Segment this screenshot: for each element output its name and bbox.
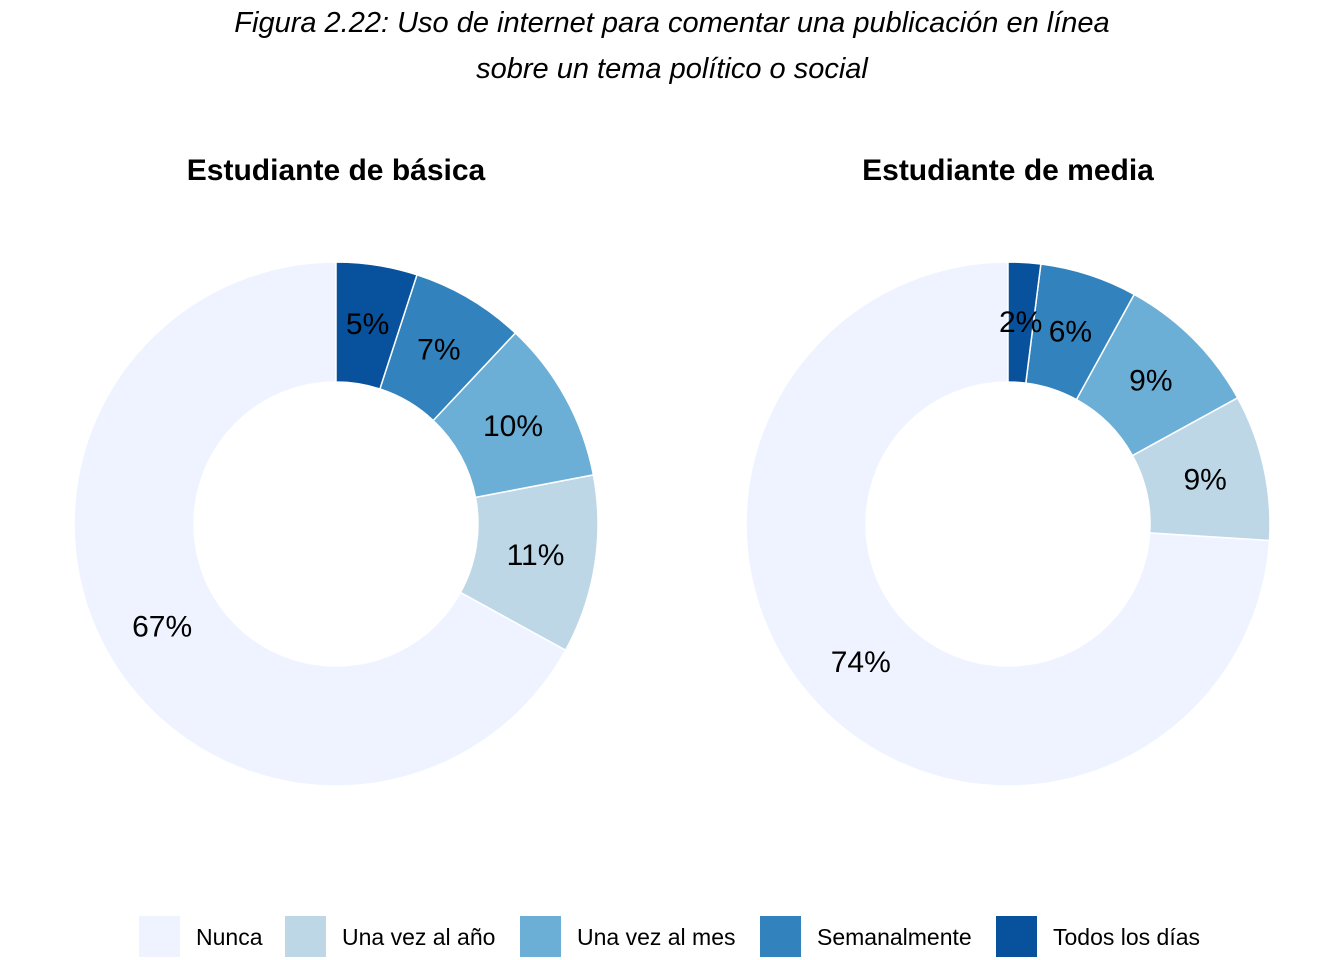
donut-chart-media: 74% 9% 9% 6%2% — [745, 261, 1271, 787]
data-label-basica-todos-los-dias: 5% — [346, 308, 389, 341]
data-label-basica-una-vez-al-ano: 11% — [507, 539, 565, 572]
figure-title-line-2: sobre un tema político o social — [476, 53, 868, 85]
legend-label-semanalmente: Semanalmente — [817, 924, 972, 950]
data-label-media-todos-los-dias: 2% — [999, 306, 1042, 339]
legend-swatch-todos-los-dias — [996, 916, 1037, 957]
slice-media-nunca — [745, 261, 1271, 787]
donut-chart-basica: 67% 11% 10% 7% 5% — [73, 261, 599, 787]
slice-basica-nunca — [73, 261, 567, 787]
legend-swatch-una-vez-al-ano — [285, 916, 326, 957]
slice-media-todos-los-dias — [1007, 261, 1042, 384]
data-label-basica-una-vez-al-mes: 10% — [483, 410, 543, 443]
legend: Nunca Una vez al año Una vez al mes Sema… — [0, 916, 1344, 958]
data-label-media-semanalmente: 6% — [1049, 315, 1092, 348]
legend-swatch-semanalmente — [760, 916, 801, 957]
figure-title: Figura 2.22: Uso de internet para coment… — [0, 0, 1344, 92]
figure-title-line-1: Figura 2.22: Uso de internet para coment… — [234, 7, 1110, 39]
data-label-media-nunca: 74% — [831, 646, 891, 679]
data-label-basica-nunca: 67% — [132, 610, 192, 643]
chart-title-media: Estudiante de media — [862, 154, 1154, 187]
legend-label-todos-los-dias: Todos los días — [1053, 924, 1201, 950]
data-label-media-una-vez-al-ano: 9% — [1183, 463, 1226, 496]
chart-title-basica: Estudiante de básica — [186, 154, 486, 187]
legend-label-una-vez-al-mes: Una vez al mes — [577, 924, 736, 950]
legend-label-nunca: Nunca — [196, 924, 263, 950]
slice-basica-todos-los-dias — [335, 261, 418, 390]
legend-swatch-nunca — [139, 916, 180, 957]
donut-charts-canvas: 67% 11% 10% 7% 5% 74% 9% 9% 6%2% — [73, 261, 1271, 787]
data-label-media-una-vez-al-mes: 9% — [1129, 365, 1172, 398]
data-label-basica-semanalmente: 7% — [417, 334, 460, 367]
legend-label-una-vez-al-ano: Una vez al año — [342, 924, 496, 950]
legend-swatch-una-vez-al-mes — [520, 916, 561, 957]
